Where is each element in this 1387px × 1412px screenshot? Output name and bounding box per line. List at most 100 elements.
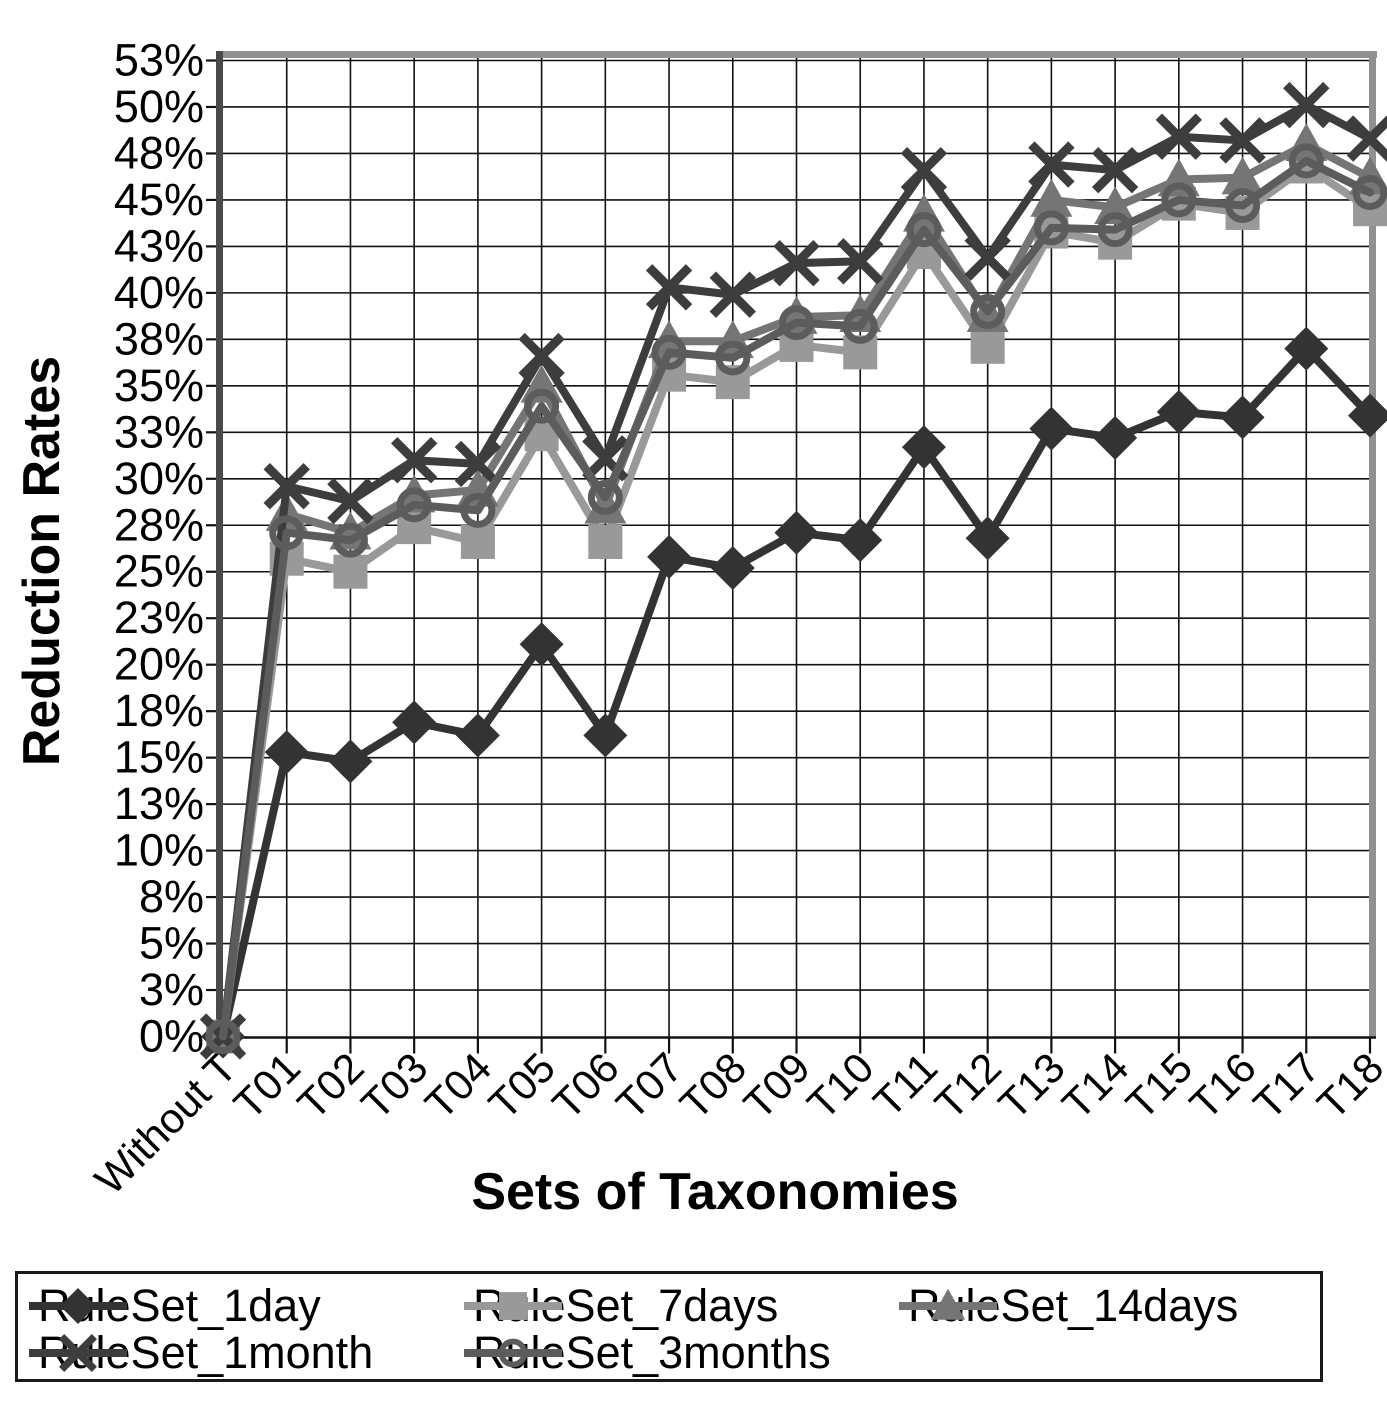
marker-triangle bbox=[1094, 186, 1137, 225]
marker-diamond bbox=[901, 425, 946, 470]
marker-x bbox=[518, 332, 565, 380]
marker-square bbox=[333, 554, 368, 589]
marker-x bbox=[645, 264, 693, 311]
y-tick-label: 25% bbox=[114, 546, 204, 597]
marker-diamond bbox=[774, 510, 819, 555]
legend-marker-x-icon bbox=[29, 1333, 127, 1373]
y-axis-line bbox=[216, 51, 223, 1042]
marker-diamond bbox=[583, 713, 628, 758]
x-tick-label-group: T18 bbox=[1308, 1044, 1387, 1128]
y-tick-label: 40% bbox=[114, 267, 204, 318]
plot-border-right bbox=[1369, 51, 1376, 1037]
marker-diamond bbox=[1284, 326, 1329, 371]
marker-square bbox=[970, 329, 1005, 364]
marker-diamond bbox=[59, 1287, 97, 1325]
y-tick-label: 5% bbox=[139, 918, 204, 969]
marker-diamond bbox=[1220, 395, 1265, 440]
marker-diamond bbox=[710, 546, 755, 591]
marker-circle-open bbox=[779, 305, 814, 341]
y-tick-label: 30% bbox=[114, 453, 204, 504]
series-RuleSet_3months bbox=[205, 143, 1387, 1054]
marker-x bbox=[454, 440, 502, 488]
y-tick-label: 3% bbox=[139, 964, 204, 1015]
plot-svg: 0%3%5%8%10%13%15%18%20%23%25%28%30%33%35… bbox=[86, 35, 1387, 1203]
marker-triangle bbox=[1221, 156, 1264, 195]
marker-x bbox=[1028, 141, 1075, 188]
marker-x bbox=[964, 234, 1011, 281]
marker-circle-open bbox=[1161, 182, 1197, 218]
legend-item: RuleSet_3months bbox=[463, 1327, 831, 1378]
marker-x bbox=[1283, 81, 1330, 129]
marker-diamond bbox=[455, 713, 500, 758]
marker-square bbox=[460, 524, 495, 559]
marker-circle-open bbox=[332, 522, 368, 558]
y-tick-label: 10% bbox=[114, 825, 204, 876]
marker-square bbox=[499, 1292, 527, 1320]
marker-square bbox=[588, 524, 623, 559]
marker-circle-open bbox=[715, 340, 751, 376]
marker-circle-open bbox=[396, 487, 432, 523]
marker-circle-open bbox=[1097, 212, 1133, 248]
y-tick-label: 33% bbox=[114, 406, 204, 457]
y-tick-label: 35% bbox=[114, 360, 204, 411]
y-tick-label: 15% bbox=[114, 732, 204, 783]
y-tick-label: 28% bbox=[114, 499, 204, 550]
marker-circle-open bbox=[842, 308, 878, 344]
marker-circle-open bbox=[1033, 210, 1069, 246]
marker-diamond bbox=[1156, 389, 1201, 434]
y-tick-label: 0% bbox=[139, 1011, 204, 1062]
marker-x bbox=[837, 238, 884, 285]
y-tick-label: 8% bbox=[139, 871, 204, 922]
marker-triangle bbox=[930, 1288, 966, 1320]
marker-x bbox=[1219, 117, 1266, 164]
marker-diamond bbox=[392, 700, 437, 745]
marker-circle-open bbox=[906, 212, 942, 248]
marker-diamond bbox=[1029, 406, 1074, 451]
legend-marker-circle-open-icon bbox=[464, 1338, 562, 1368]
legend-marker-square-icon bbox=[464, 1292, 562, 1320]
legend-item: RuleSet_1month bbox=[28, 1327, 373, 1378]
marker-x bbox=[900, 147, 948, 194]
y-tick-label: 13% bbox=[114, 778, 204, 829]
marker-x bbox=[1091, 147, 1139, 194]
marker-diamond bbox=[965, 516, 1010, 561]
y-tick-label: 48% bbox=[114, 127, 204, 178]
marker-circle-open bbox=[524, 388, 560, 424]
y-tick-label: 45% bbox=[114, 174, 204, 225]
y-tick-label: 43% bbox=[114, 220, 204, 271]
series-line bbox=[219, 156, 1374, 1041]
y-tick-label: 53% bbox=[114, 35, 204, 86]
series-RuleSet_1day bbox=[201, 326, 1387, 1059]
marker-x bbox=[390, 437, 438, 484]
marker-triangle bbox=[1030, 178, 1073, 217]
y-tick-label: 23% bbox=[114, 592, 204, 643]
marker-circle-open bbox=[205, 1019, 241, 1054]
legend-marker-diamond-icon bbox=[29, 1287, 127, 1325]
marker-x bbox=[327, 477, 374, 525]
marker-diamond bbox=[264, 730, 309, 775]
marker-x bbox=[1155, 113, 1203, 160]
marker-x bbox=[709, 271, 756, 318]
y-tick-label: 50% bbox=[114, 81, 204, 132]
marker-diamond bbox=[838, 518, 883, 563]
legend: RuleSet_1day RuleSet_7days RuleSet_14days R… bbox=[15, 1271, 1323, 1382]
marker-x bbox=[263, 463, 310, 510]
marker-circle-open bbox=[587, 479, 623, 515]
legend-item: RuleSet_7days bbox=[463, 1280, 778, 1331]
y-tick-label: 20% bbox=[114, 639, 204, 690]
marker-circle-open bbox=[269, 515, 305, 551]
x-axis-title: Sets of Taxonomies bbox=[471, 1163, 959, 1221]
marker-diamond bbox=[1093, 415, 1138, 460]
y-tick-label: 18% bbox=[114, 685, 204, 736]
marker-x bbox=[58, 1333, 98, 1373]
y-axis-title: Reduction Rates bbox=[13, 355, 71, 767]
marker-diamond bbox=[647, 534, 692, 579]
marker-circle-open bbox=[1225, 188, 1261, 224]
plot-border-top bbox=[217, 51, 1377, 58]
legend-item: RuleSet_1day bbox=[28, 1280, 321, 1331]
marker-circle-open bbox=[970, 293, 1006, 329]
marker-circle-open bbox=[651, 334, 687, 370]
marker-x bbox=[1346, 115, 1387, 162]
series-RuleSet_1month bbox=[199, 81, 1387, 1060]
